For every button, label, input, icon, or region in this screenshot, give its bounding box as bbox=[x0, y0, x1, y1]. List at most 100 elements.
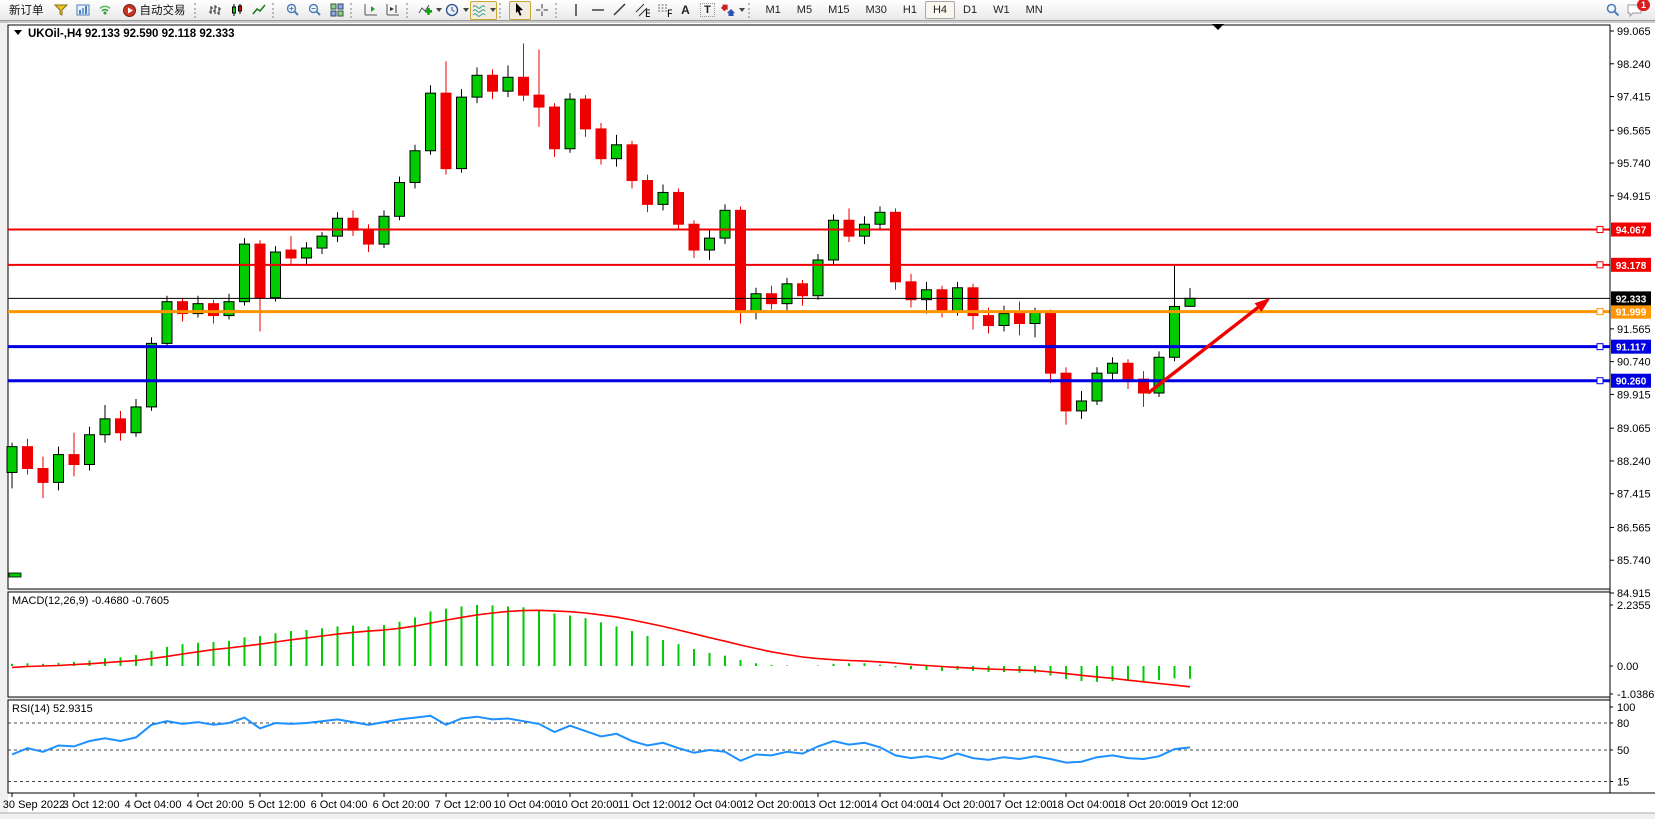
arrow-shaft bbox=[1147, 303, 1263, 395]
equidistant-channel-icon: E bbox=[635, 3, 650, 18]
hline-handle[interactable] bbox=[1596, 308, 1604, 316]
auto-trading-button[interactable]: 自动交易 bbox=[116, 1, 192, 20]
timeframe-button-d1[interactable]: D1 bbox=[963, 4, 978, 16]
candle bbox=[1184, 297, 1196, 307]
candle bbox=[53, 454, 64, 483]
candle bbox=[301, 247, 312, 259]
chart-canvas[interactable]: MACD(12,26,9) -0.4680 -0.7605 RSI(14) 52.… bbox=[0, 21, 1655, 819]
rsi-line bbox=[11, 714, 1191, 764]
price-axis[interactable]: 99.065 98.240 97.415 96.565 95.740 94.915 91.5… bbox=[1609, 25, 1654, 793]
candle bbox=[611, 144, 622, 160]
trendline-icon bbox=[613, 3, 625, 16]
candle bbox=[967, 287, 979, 317]
chart-begin-marker bbox=[8, 572, 22, 578]
new-order-label: 新订单 bbox=[9, 5, 44, 17]
chart-background bbox=[0, 21, 1655, 819]
arrows-tool-button[interactable] bbox=[719, 1, 746, 20]
candle bbox=[688, 223, 700, 251]
macd-tick-label: -1.0386 bbox=[1617, 689, 1654, 701]
rsi-tick-label: 80 bbox=[1617, 718, 1629, 730]
time-tick-label: 6 Oct 20:00 bbox=[373, 799, 430, 811]
funnel-icon-button[interactable] bbox=[50, 1, 72, 20]
hline-handle[interactable] bbox=[1596, 226, 1604, 234]
cursor-button[interactable] bbox=[508, 0, 531, 20]
timeframe-button-h1[interactable]: H1 bbox=[902, 4, 917, 16]
arrow-annotation[interactable] bbox=[1147, 297, 1271, 395]
equidistant-channel-button[interactable]: E bbox=[631, 1, 653, 20]
templates-button[interactable] bbox=[469, 0, 497, 20]
trendline-tool-button[interactable] bbox=[609, 1, 631, 20]
candle bbox=[456, 96, 467, 170]
candle bbox=[828, 219, 839, 261]
timeframe-button-m30[interactable]: M30 bbox=[865, 4, 887, 16]
funnel-icon bbox=[53, 4, 68, 16]
indicators-button[interactable] bbox=[416, 1, 443, 20]
candle bbox=[409, 150, 421, 184]
price-tick-label: 97.415 bbox=[1617, 92, 1651, 104]
price-tag-91.117 bbox=[1611, 339, 1651, 354]
toolbar-group-handle bbox=[498, 2, 505, 18]
candle bbox=[890, 211, 901, 283]
market-watch-button[interactable] bbox=[72, 1, 94, 20]
candle bbox=[952, 287, 963, 313]
zoom-out-button[interactable] bbox=[304, 1, 326, 20]
price-tag-91.999 bbox=[1611, 304, 1651, 319]
zoom-in-button[interactable] bbox=[282, 1, 304, 20]
tile-windows-icon bbox=[330, 3, 343, 17]
timeframe-button-m5[interactable]: M5 bbox=[796, 4, 813, 16]
rsi-tick-label: 100 bbox=[1617, 702, 1635, 714]
hline-handle[interactable] bbox=[1596, 343, 1604, 351]
hline-handle[interactable] bbox=[1596, 261, 1604, 269]
periods-button[interactable] bbox=[443, 1, 470, 20]
time-tick-label: 18 Oct 20:00 bbox=[1114, 799, 1177, 811]
candle bbox=[719, 209, 731, 239]
search-button[interactable] bbox=[1602, 1, 1624, 20]
text-label-tool-button[interactable]: T bbox=[697, 1, 719, 20]
bottom-strip bbox=[0, 813, 1655, 819]
hline-handle[interactable] bbox=[1596, 377, 1604, 385]
pane-separator[interactable] bbox=[8, 589, 1610, 592]
auto-scroll-button[interactable] bbox=[382, 1, 404, 20]
crosshair-button[interactable] bbox=[531, 1, 553, 20]
clock-icon bbox=[445, 3, 458, 17]
line-chart-mode-button[interactable] bbox=[248, 1, 270, 20]
chart-shift-button[interactable] bbox=[360, 1, 382, 20]
candle bbox=[99, 418, 111, 436]
price-tick-label: 98.240 bbox=[1617, 59, 1651, 71]
timeframe-button-m15[interactable]: M15 bbox=[828, 4, 850, 16]
text-tool-button[interactable]: A bbox=[675, 1, 697, 20]
pane-separator[interactable] bbox=[8, 697, 1610, 700]
candle bbox=[115, 418, 126, 434]
notifications-button[interactable]: 1 bbox=[1624, 0, 1650, 20]
bar-chart-mode-button[interactable] bbox=[204, 1, 226, 20]
toolbar-group-handle bbox=[405, 2, 412, 18]
candle bbox=[239, 243, 250, 303]
candle bbox=[642, 180, 653, 205]
timeframe-button-mn[interactable]: MN bbox=[1025, 4, 1043, 16]
time-tick-label: 13 Oct 12:00 bbox=[804, 799, 867, 811]
candle bbox=[750, 293, 762, 313]
candle bbox=[1029, 311, 1041, 325]
candle-chart-mode-button[interactable] bbox=[226, 1, 248, 20]
timeframe-button-m1[interactable]: M1 bbox=[765, 4, 781, 16]
symbol-dropdown-icon[interactable] bbox=[14, 30, 22, 35]
timeframe-button-w1[interactable]: W1 bbox=[993, 4, 1010, 16]
time-tick-label: 4 Oct 20:00 bbox=[187, 799, 244, 811]
horizontal-line-tool-button[interactable] bbox=[587, 1, 609, 20]
price-tag-label: 93.178 bbox=[1616, 261, 1647, 272]
candle bbox=[471, 74, 483, 98]
candle bbox=[1076, 400, 1087, 412]
candle bbox=[1138, 378, 1149, 394]
tile-windows-button[interactable] bbox=[326, 1, 348, 20]
chart-title: UKOil-,H4 92.133 92.590 92.118 92.333 bbox=[28, 28, 235, 40]
candle bbox=[781, 283, 793, 305]
candle bbox=[270, 251, 281, 299]
toolbar-group-handle bbox=[554, 2, 561, 18]
vertical-line-tool-button[interactable] bbox=[565, 1, 587, 20]
new-order-button[interactable]: 新订单 bbox=[3, 1, 50, 20]
fibonacci-button[interactable]: F bbox=[653, 1, 675, 20]
signals-button[interactable] bbox=[94, 1, 116, 20]
timeframe-button-h4[interactable]: H4 bbox=[924, 1, 955, 19]
macd-signal-line bbox=[11, 609, 1191, 688]
